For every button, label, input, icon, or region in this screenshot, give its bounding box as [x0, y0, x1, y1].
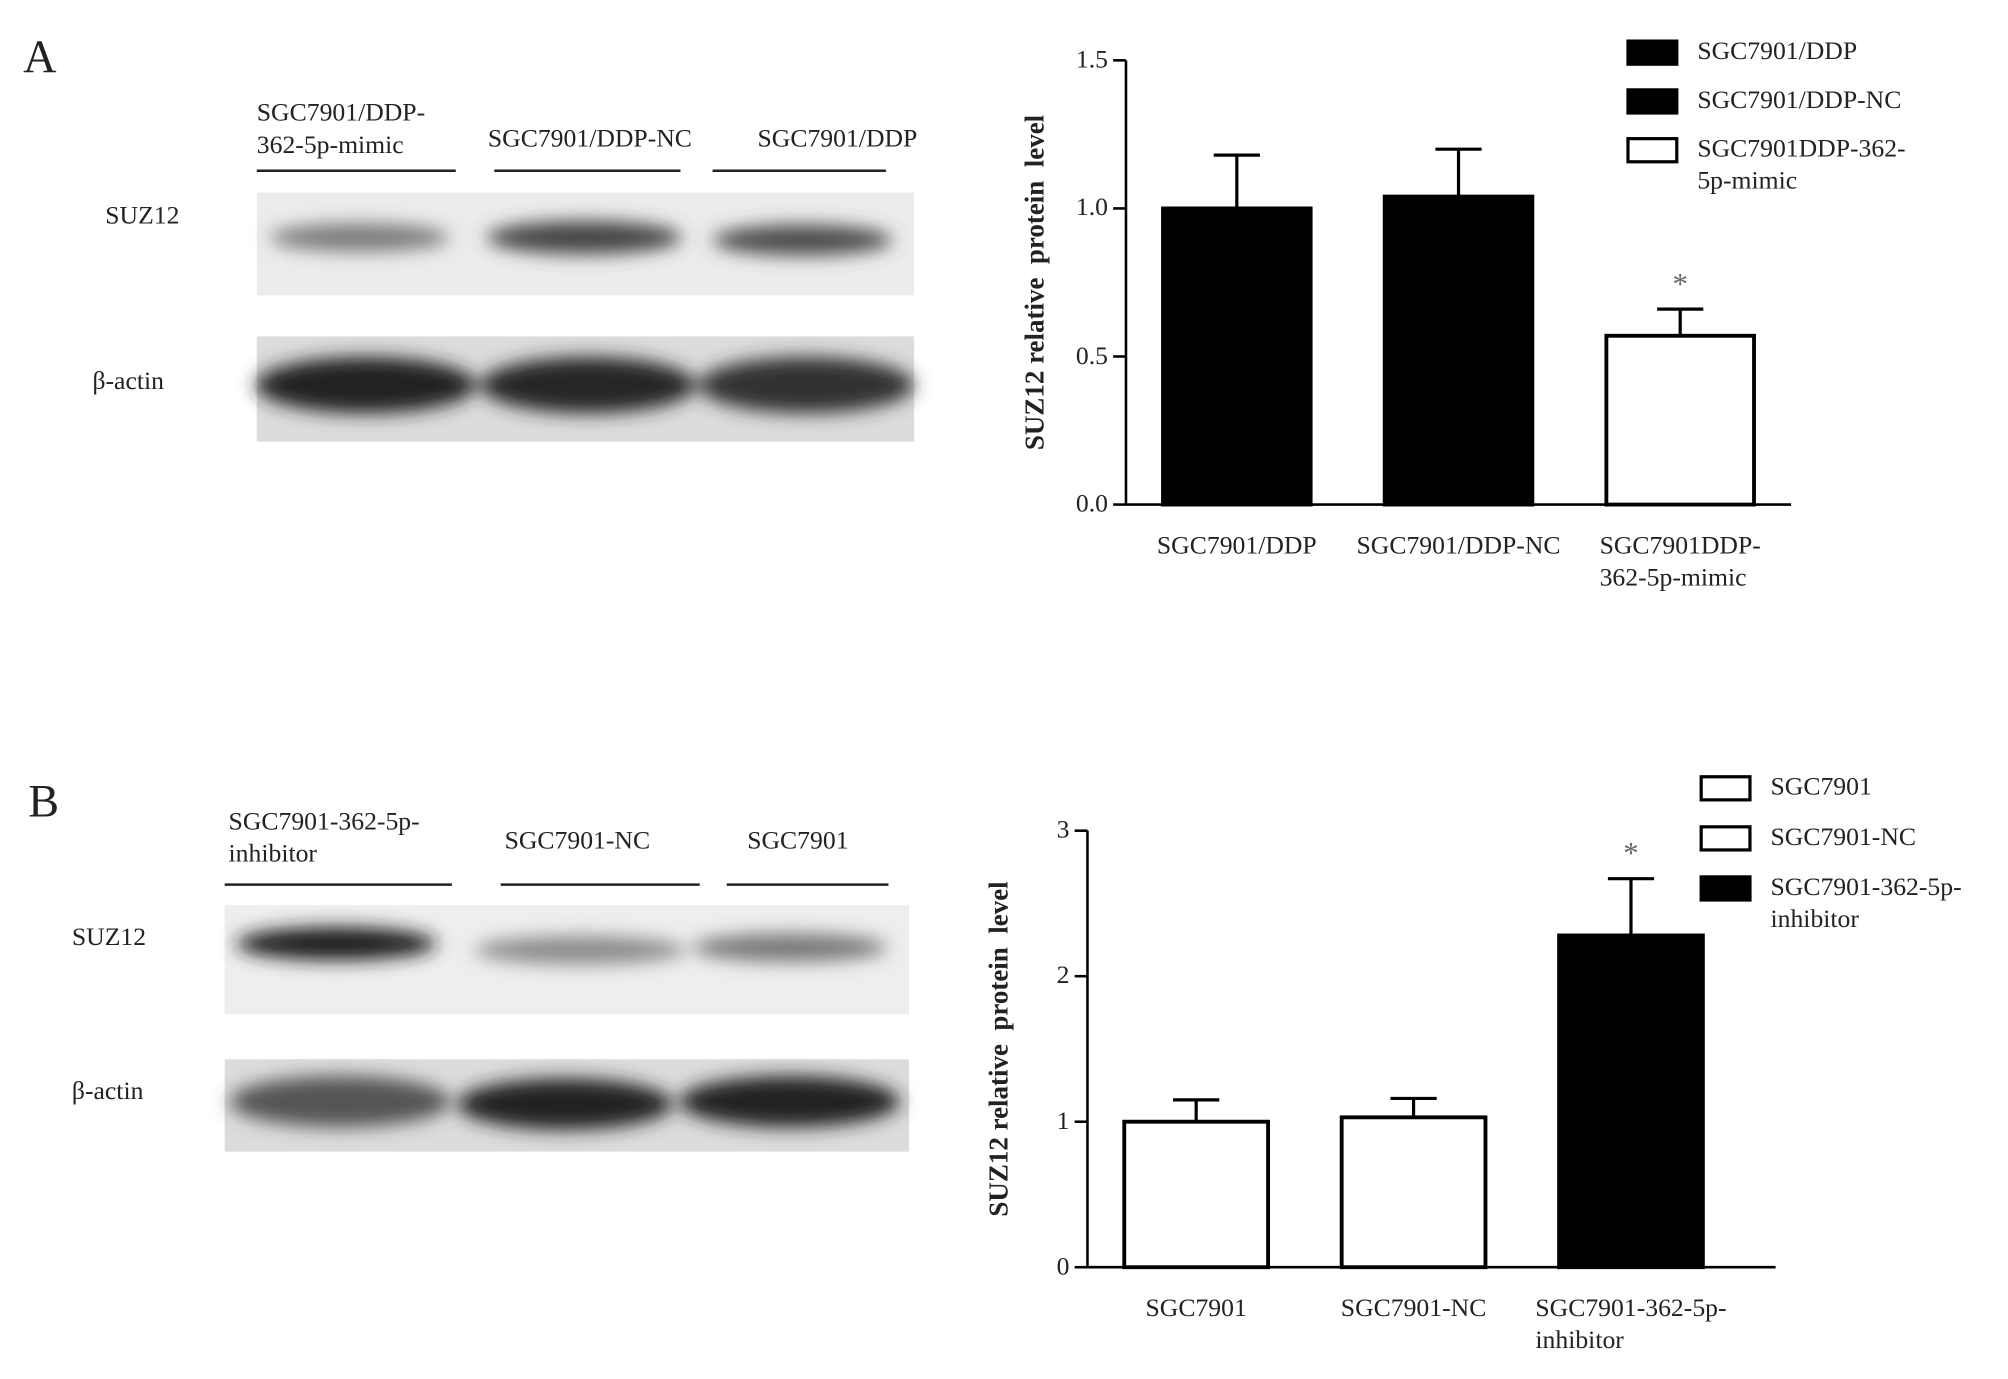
- y-tick-label: 3: [1056, 815, 1070, 845]
- legend-label: SGC7901: [1770, 772, 1872, 802]
- panel-letter: B: [28, 775, 60, 827]
- lane-label: SGC7901: [747, 826, 849, 856]
- y-tick-label: 2: [1056, 961, 1070, 990]
- x-tick-label: SGC7901/DDP-NC: [1356, 531, 1561, 560]
- blot-bands: [236, 926, 888, 965]
- legend-label: SGC7901DDP-362- 5p-mimic: [1697, 134, 1906, 196]
- legend-swatch: [1626, 88, 1679, 115]
- x-tick-label: SGC7901-362-5p- inhibitor: [1535, 1294, 1727, 1355]
- lane-label: SGC7901/DDP-NC: [487, 124, 692, 153]
- legend-swatch: [1626, 137, 1679, 164]
- bar: [1339, 1115, 1488, 1270]
- row-label: β-actin: [92, 367, 164, 396]
- legend-label: SGC7901-NC: [1770, 822, 1917, 852]
- blot-a: [255, 169, 915, 442]
- legend-label: SGC7901/DDP: [1697, 37, 1858, 66]
- y-tick-label: 1: [1056, 1106, 1070, 1136]
- lane-label: SGC7901-362-5p- inhibitor: [228, 807, 420, 868]
- panel-letter: A: [23, 30, 57, 83]
- y-tick-label: 0: [1056, 1252, 1070, 1281]
- lane-label: SGC7901/DDP: [757, 124, 918, 153]
- bar: [1122, 1119, 1270, 1270]
- bar: [1161, 206, 1313, 507]
- blot-bands: [255, 356, 915, 414]
- y-axis-label: SUZ12 relative protein level: [983, 881, 1015, 1217]
- lane-label: SGC7901/DDP- 362-5p-mimic: [256, 98, 426, 160]
- x-tick-label: SGC7901: [1145, 1294, 1247, 1323]
- bar: [1557, 933, 1705, 1270]
- row-label: SUZ12: [71, 923, 147, 952]
- lane-label: SGC7901-NC: [504, 826, 651, 856]
- significance-marker: *: [1623, 837, 1639, 871]
- legend-swatch: [1699, 775, 1752, 802]
- bar: [1382, 194, 1535, 507]
- blot-b: [224, 883, 910, 1152]
- y-tick-label: 0.0: [1075, 489, 1109, 519]
- blot-bands: [229, 1075, 901, 1130]
- legend-swatch: [1626, 39, 1679, 66]
- significance-marker: *: [1672, 268, 1688, 302]
- row-label: SUZ12: [105, 201, 180, 230]
- y-tick-label: 1.5: [1075, 45, 1109, 74]
- legend-label: SGC7901-362-5p- inhibitor: [1770, 873, 1962, 934]
- row-label: β-actin: [71, 1077, 144, 1106]
- y-tick-label: 1.0: [1075, 193, 1109, 222]
- x-tick-label: SGC7901DDP- 362-5p-mimic: [1599, 531, 1761, 592]
- bar: [1604, 333, 1756, 507]
- x-tick-label: SGC7901-NC: [1340, 1294, 1487, 1323]
- y-tick-label: 0.5: [1075, 341, 1109, 370]
- x-tick-label: SGC7901/DDP: [1156, 531, 1317, 560]
- blot-bands: [269, 220, 893, 256]
- legend-label: SGC7901/DDP-NC: [1697, 86, 1902, 115]
- legend-swatch: [1699, 825, 1752, 852]
- y-axis-label: SUZ12 relative protein level: [1019, 114, 1051, 451]
- legend-swatch: [1699, 875, 1752, 902]
